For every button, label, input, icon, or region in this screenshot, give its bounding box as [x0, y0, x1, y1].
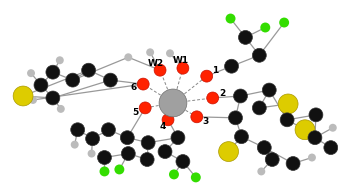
Circle shape	[13, 86, 33, 106]
Circle shape	[324, 141, 338, 155]
Circle shape	[27, 69, 35, 77]
Circle shape	[225, 14, 236, 23]
Text: 2: 2	[220, 88, 226, 98]
Circle shape	[308, 154, 316, 162]
Circle shape	[86, 132, 100, 146]
Circle shape	[235, 130, 248, 144]
Circle shape	[295, 120, 315, 140]
Circle shape	[154, 64, 166, 76]
Circle shape	[66, 73, 80, 87]
Circle shape	[280, 113, 294, 127]
Circle shape	[159, 89, 187, 117]
Circle shape	[191, 111, 203, 123]
Circle shape	[278, 94, 298, 114]
Circle shape	[34, 78, 48, 92]
Circle shape	[103, 73, 117, 87]
Circle shape	[166, 49, 174, 57]
Circle shape	[286, 156, 300, 170]
Circle shape	[257, 167, 265, 175]
Circle shape	[262, 83, 276, 97]
Circle shape	[121, 147, 135, 160]
Circle shape	[228, 111, 242, 125]
Circle shape	[146, 48, 154, 56]
Circle shape	[207, 92, 219, 104]
Circle shape	[279, 18, 289, 27]
Circle shape	[309, 108, 323, 122]
Circle shape	[158, 145, 172, 159]
Circle shape	[56, 56, 64, 64]
Circle shape	[101, 123, 115, 137]
Circle shape	[171, 131, 185, 145]
Circle shape	[29, 96, 37, 104]
Circle shape	[219, 142, 239, 162]
Circle shape	[87, 149, 96, 158]
Circle shape	[308, 131, 322, 145]
Circle shape	[253, 101, 266, 115]
Circle shape	[100, 167, 109, 176]
Circle shape	[169, 170, 179, 179]
Circle shape	[46, 91, 60, 105]
Circle shape	[253, 48, 266, 62]
Circle shape	[234, 89, 247, 103]
Circle shape	[329, 124, 337, 132]
Circle shape	[57, 105, 65, 113]
Circle shape	[265, 153, 279, 167]
Circle shape	[260, 22, 270, 33]
Circle shape	[141, 136, 155, 149]
Circle shape	[239, 30, 253, 44]
Circle shape	[71, 141, 79, 149]
Circle shape	[139, 102, 151, 114]
Circle shape	[120, 131, 134, 145]
Circle shape	[140, 153, 154, 167]
Text: 4: 4	[160, 122, 166, 131]
Circle shape	[82, 63, 96, 77]
Circle shape	[176, 155, 190, 168]
Text: 5: 5	[132, 108, 138, 117]
Circle shape	[46, 65, 60, 79]
Circle shape	[114, 164, 124, 174]
Circle shape	[162, 114, 174, 126]
Text: 3: 3	[203, 117, 209, 126]
Text: 1: 1	[212, 66, 218, 75]
Circle shape	[257, 141, 271, 155]
Text: 6: 6	[131, 83, 137, 91]
Circle shape	[177, 62, 189, 74]
Circle shape	[201, 70, 213, 82]
Text: W1: W1	[173, 56, 189, 65]
Circle shape	[137, 78, 149, 90]
Text: W2: W2	[148, 59, 164, 68]
Circle shape	[225, 59, 239, 73]
Circle shape	[191, 172, 201, 182]
Circle shape	[124, 53, 132, 61]
Circle shape	[71, 123, 85, 137]
Circle shape	[98, 151, 112, 164]
